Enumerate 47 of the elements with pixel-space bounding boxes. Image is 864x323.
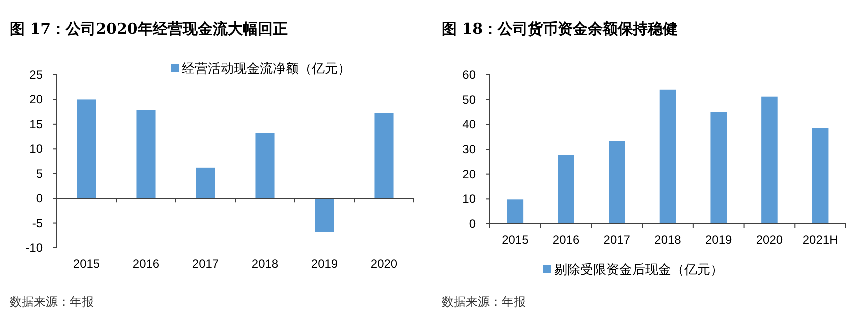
y-tick-label: 0	[469, 217, 476, 231]
chart-title: 图 18：公司货币资金余额保持稳健	[442, 20, 678, 38]
x-tick-label: 2019	[311, 257, 338, 271]
bar	[256, 133, 275, 199]
y-tick-label: 20	[462, 167, 476, 182]
x-tick-label: 2015	[73, 257, 100, 271]
y-tick-label: 40	[462, 118, 476, 132]
source-note: 数据来源：年报	[442, 295, 526, 309]
x-tick-label: 2018	[654, 233, 682, 247]
bar	[609, 141, 626, 224]
bar	[762, 96, 778, 224]
y-tick-label: 10	[462, 192, 476, 206]
bar	[710, 112, 727, 224]
x-tick-label: 2016	[132, 257, 160, 271]
y-tick-label: -10	[26, 241, 44, 255]
bar	[507, 200, 524, 224]
x-tick-label: 2018	[252, 257, 279, 271]
y-tick-label: 15	[30, 117, 44, 132]
y-tick-label: 20	[30, 92, 44, 107]
y-tick-label: 25	[30, 68, 44, 82]
x-tick-label: 2020	[370, 257, 398, 271]
y-tick-label: 60	[462, 68, 476, 82]
y-tick-label: 10	[30, 142, 44, 156]
x-tick-label: 2017	[192, 257, 220, 271]
y-tick-label: 30	[462, 142, 476, 156]
bar	[660, 90, 676, 224]
legend-label: 经营活动现金流净额（亿元）	[182, 61, 352, 76]
y-tick-label: 5	[36, 166, 44, 181]
x-tick-label: 2015	[502, 233, 530, 247]
legend-label: 剔除受限资金后现金（亿元）	[554, 262, 724, 277]
bar	[77, 100, 96, 199]
bar	[136, 110, 156, 199]
bar	[558, 155, 574, 224]
x-tick-label: 2020	[756, 233, 784, 247]
y-tick-label: 0	[36, 192, 44, 206]
bar	[196, 168, 216, 199]
x-tick-label: 2016	[552, 233, 580, 247]
x-tick-label: 2021H	[802, 233, 838, 247]
bar	[315, 198, 334, 232]
x-tick-label: 2019	[706, 233, 733, 247]
x-tick-label: 2017	[604, 233, 631, 247]
bar	[374, 113, 394, 199]
y-tick-label: -5	[32, 216, 44, 230]
chart-title: 图 17：公司2020年经营现金流大幅回正	[10, 20, 288, 38]
bar	[812, 128, 829, 224]
source-note: 数据来源：年报	[10, 295, 94, 309]
y-tick-label: 50	[462, 92, 476, 107]
